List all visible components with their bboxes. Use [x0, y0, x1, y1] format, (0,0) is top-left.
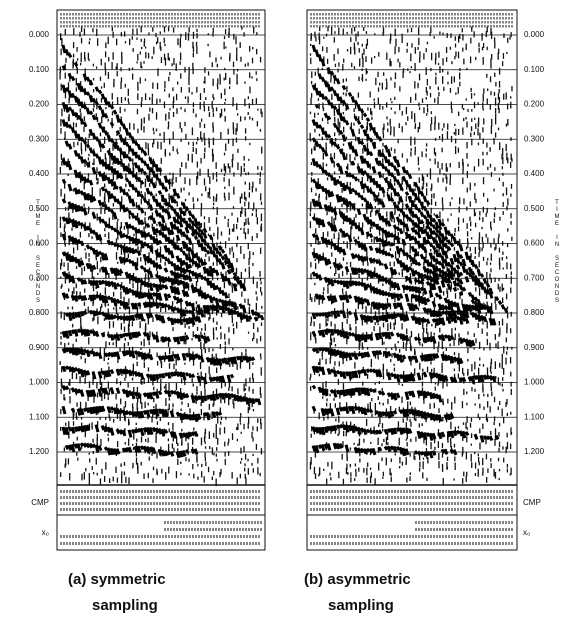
time-label: 0.900: [524, 343, 545, 352]
reflection-events: [61, 44, 265, 459]
cmp-label: CMP: [523, 498, 541, 507]
time-label: 0.500: [29, 204, 50, 213]
time-label: 0.300: [29, 134, 50, 143]
time-label: 0.200: [524, 100, 545, 109]
panel-frame: [306, 9, 518, 551]
x0-label: x₀: [42, 528, 49, 537]
time-label: 0.400: [29, 169, 50, 178]
caption: sampling: [92, 597, 158, 614]
time-label: 1.100: [524, 412, 545, 421]
time-label: 0.100: [29, 65, 50, 74]
time-label: 0.700: [29, 273, 50, 282]
reflection-events: [311, 44, 509, 459]
time-label: 0.600: [29, 239, 50, 248]
time-label: 1.200: [29, 447, 50, 456]
time-label: 0.000: [524, 30, 545, 39]
time-label: 0.300: [524, 134, 545, 143]
time-label: 0.800: [29, 308, 50, 317]
time-label: 0.600: [524, 239, 545, 248]
caption: (a) symmetric: [68, 571, 166, 588]
digit-texture: [310, 13, 513, 545]
digit-texture: [60, 13, 262, 545]
panel-frame: [56, 9, 266, 551]
time-label: 0.400: [524, 169, 545, 178]
time-label: 1.200: [524, 447, 545, 456]
axis-label: TIME IN SECONDS: [35, 200, 41, 305]
axis-label: TIME IN SECONDS: [554, 200, 560, 305]
cmp-label: CMP: [31, 498, 49, 507]
caption: sampling: [328, 597, 394, 614]
time-label: 1.000: [29, 378, 50, 387]
time-label: 1.100: [29, 412, 50, 421]
time-label: 0.800: [524, 308, 545, 317]
time-label: 0.000: [29, 30, 50, 39]
time-label: 0.200: [29, 100, 50, 109]
time-label: 0.900: [29, 343, 50, 352]
x0-label: x₀: [523, 528, 530, 537]
time-label: 0.700: [524, 273, 545, 282]
caption: (b) asymmetric: [304, 571, 411, 588]
time-label: 1.000: [524, 378, 545, 387]
time-label: 0.100: [524, 65, 545, 74]
time-label: 0.500: [524, 204, 545, 213]
